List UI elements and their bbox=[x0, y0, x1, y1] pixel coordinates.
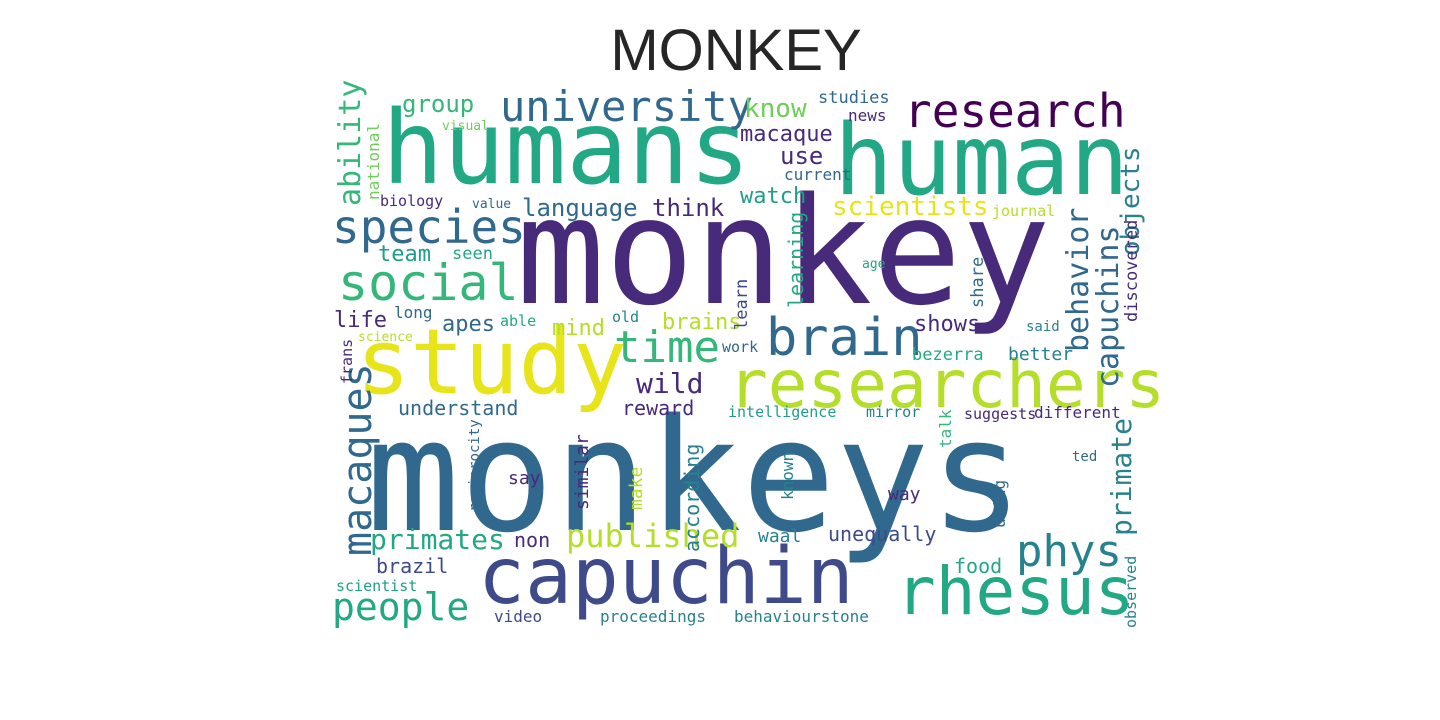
word-say: say bbox=[508, 468, 541, 489]
word-behavior: behavior bbox=[1061, 207, 1096, 353]
word-cloud-title: MONKEY bbox=[610, 18, 862, 83]
word-primates: primates bbox=[370, 523, 505, 556]
word-talk: talk bbox=[936, 409, 955, 448]
word-using: using bbox=[990, 479, 1009, 528]
word-known: known bbox=[778, 451, 797, 500]
word-bezerra: bezerra bbox=[912, 345, 984, 365]
word-time: time bbox=[614, 322, 720, 373]
word-macaque: macaque bbox=[740, 122, 833, 147]
word-monkeys: monkeys bbox=[366, 385, 1024, 567]
word-non: non bbox=[514, 528, 551, 552]
word-share: share bbox=[968, 256, 988, 308]
word-wild: wild bbox=[636, 367, 704, 400]
word-news: news bbox=[848, 106, 887, 125]
word-capuchin: capuchin bbox=[478, 532, 854, 622]
word-human: human bbox=[834, 104, 1130, 218]
word-brains: brains bbox=[662, 310, 742, 335]
word-language: language bbox=[522, 194, 638, 222]
word-long: long bbox=[394, 303, 433, 322]
word-reward: reward bbox=[622, 396, 695, 420]
word-suggests: suggests bbox=[964, 405, 1037, 423]
word-video: video bbox=[494, 607, 543, 626]
word-life: life bbox=[334, 308, 387, 333]
word-way: way bbox=[888, 484, 921, 505]
word-watch: watch bbox=[740, 184, 807, 209]
word-research: research bbox=[904, 84, 1126, 138]
word-observed: observed bbox=[1122, 555, 1140, 628]
word-social: social bbox=[338, 254, 519, 312]
word-learn: learn bbox=[732, 278, 752, 330]
word-primate: primate bbox=[1105, 417, 1138, 536]
word-national: national bbox=[364, 122, 383, 200]
word-use: use bbox=[780, 142, 824, 170]
word-humans: humans bbox=[382, 89, 751, 208]
word-brazil: brazil bbox=[376, 554, 449, 578]
word-journal: journal bbox=[992, 202, 1056, 220]
word-value: value bbox=[472, 197, 512, 212]
word-different: different bbox=[1034, 403, 1121, 422]
word-biology: biology bbox=[380, 192, 444, 210]
word-phys: phys bbox=[1016, 526, 1122, 577]
word-learning: learning bbox=[784, 211, 808, 308]
word-apes: apes bbox=[442, 312, 495, 337]
word-researchers: researchers bbox=[728, 346, 1166, 423]
word-similar: similar bbox=[572, 434, 593, 510]
word-species: species bbox=[332, 200, 526, 254]
word-seen: seen bbox=[452, 244, 493, 264]
word-group: group bbox=[402, 90, 475, 118]
word-brain: brain bbox=[766, 308, 923, 368]
word-rhesus: rhesus bbox=[896, 553, 1135, 630]
word-university: university bbox=[500, 82, 753, 131]
word-proceedings: proceedings bbox=[600, 607, 706, 626]
word-scientist: scientist bbox=[336, 577, 418, 595]
word-study: study bbox=[356, 310, 627, 415]
word-shows: shows bbox=[914, 312, 981, 337]
word-behaviourstone: behaviourstone bbox=[734, 607, 869, 626]
word-understand: understand bbox=[398, 396, 519, 420]
word-mind: mind bbox=[552, 316, 605, 341]
word-according: according bbox=[680, 443, 704, 552]
word-studies: studies bbox=[818, 88, 890, 108]
word-visual: visual bbox=[442, 119, 489, 134]
word-scientists: scientists bbox=[832, 192, 989, 222]
word-published: published bbox=[566, 517, 740, 555]
word-old: old bbox=[612, 308, 640, 326]
word-ted: ted bbox=[1072, 449, 1098, 465]
word-current: current bbox=[784, 165, 852, 184]
word-food: food bbox=[954, 554, 1003, 578]
word-discovered: discovered bbox=[1122, 219, 1142, 322]
word-mirror: mirror bbox=[866, 403, 921, 421]
word-think: think bbox=[652, 194, 725, 222]
word-unequally: unequally bbox=[828, 522, 937, 546]
word-work: work bbox=[722, 338, 759, 356]
word-said: said bbox=[1026, 319, 1060, 335]
word-know: know bbox=[744, 94, 807, 124]
word-people: people bbox=[332, 585, 470, 629]
word-able: able bbox=[500, 312, 537, 330]
word-make: make bbox=[626, 466, 647, 510]
word-waal: waal bbox=[758, 526, 802, 547]
word-better: better bbox=[1008, 344, 1074, 365]
word-ability: ability bbox=[333, 79, 368, 206]
word-reciprocity: reciprocity bbox=[467, 419, 483, 512]
word-frans: frans bbox=[338, 338, 356, 384]
word-intelligence: intelligence bbox=[728, 403, 837, 421]
word-science: science bbox=[358, 330, 413, 345]
word-age: age bbox=[862, 257, 886, 272]
word-team: team bbox=[378, 242, 431, 267]
word-monkey: monkey bbox=[516, 166, 1051, 338]
